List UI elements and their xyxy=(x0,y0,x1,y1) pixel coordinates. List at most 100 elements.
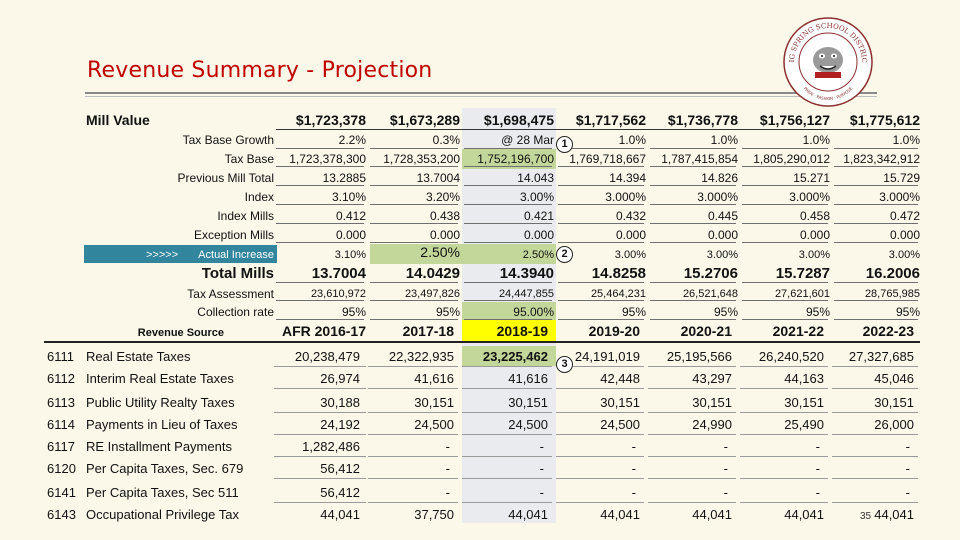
revenue-name: Public Utility Realty Taxes xyxy=(86,395,235,410)
row-divider xyxy=(274,412,366,413)
row-value: 26,521,648 xyxy=(682,288,738,300)
revenue-value: 42,448 xyxy=(600,371,640,386)
row-value: 0.438 xyxy=(429,209,460,223)
row-divider xyxy=(556,456,644,457)
cell-underline xyxy=(276,223,364,224)
row-value: 13.2885 xyxy=(322,171,366,185)
mill-value: $1,673,289 xyxy=(389,112,460,128)
cell-underline xyxy=(742,148,828,149)
row-divider xyxy=(832,366,918,367)
cell-underline xyxy=(742,204,828,205)
row-divider xyxy=(274,502,366,503)
row-divider xyxy=(648,434,736,435)
row-divider xyxy=(832,456,918,457)
revenue-value: 30,151 xyxy=(692,395,732,410)
row-value: 1,823,342,912 xyxy=(843,152,920,166)
row-divider xyxy=(368,456,458,457)
year-header: 2021-22 xyxy=(772,323,824,339)
cell-underline xyxy=(464,185,552,186)
mill-value: $1,736,778 xyxy=(667,112,738,128)
row-divider xyxy=(368,434,458,435)
row-value: 2.50% xyxy=(522,249,554,261)
revenue-value: 44,041 xyxy=(692,507,732,522)
revenue-code: 6120 xyxy=(47,461,76,476)
row-value: 23,497,826 xyxy=(404,288,460,300)
cell-underline xyxy=(650,242,736,243)
revenue-value: 26,974 xyxy=(320,371,360,386)
cell-underline xyxy=(370,282,458,283)
row-value: 95% xyxy=(895,305,920,319)
revenue-value: 22,322,935 xyxy=(388,349,454,364)
row-divider xyxy=(556,434,644,435)
row-value: 1,769,718,667 xyxy=(569,152,646,166)
row-value: 3.00% xyxy=(519,190,554,204)
revenue-value: 56,412 xyxy=(320,461,360,476)
row-value: 13.7004 xyxy=(416,171,460,185)
row-divider xyxy=(648,388,736,389)
revenue-name: Per Capita Taxes, Sec. 679 xyxy=(86,461,244,476)
revenue-value: 1,282,486 xyxy=(302,439,360,454)
row-divider xyxy=(274,366,366,367)
revenue-name: Real Estate Taxes xyxy=(86,349,191,364)
revenue-name: Occupational Privilege Tax xyxy=(86,507,239,522)
row-value: 0.000 xyxy=(615,228,646,242)
row-value: 14.0429 xyxy=(405,265,460,282)
cell-underline xyxy=(650,148,736,149)
revenue-value: 25,490 xyxy=(784,417,824,432)
cell-underline xyxy=(464,204,552,205)
row-value: 3.20% xyxy=(425,190,460,204)
row-label: Collection rate xyxy=(197,305,274,319)
cell-underline xyxy=(558,204,644,205)
row-value: 95% xyxy=(805,305,830,319)
row-label: Actual Increase xyxy=(198,249,274,261)
mill-value: $1,775,612 xyxy=(849,112,920,128)
revenue-code: 6112 xyxy=(47,371,75,386)
row-value: 15.2706 xyxy=(683,265,738,282)
row-prefix: >>>>> xyxy=(146,249,179,261)
mill-value-underline xyxy=(276,129,920,130)
revenue-code: 6113 xyxy=(47,395,75,410)
row-value: 3.00% xyxy=(888,249,920,261)
revenue-value: 44,041 xyxy=(320,507,360,522)
row-divider xyxy=(368,366,458,367)
row-divider xyxy=(274,388,366,389)
row-value: 23,610,972 xyxy=(310,288,366,300)
page-number: 35 xyxy=(860,511,872,522)
row-divider xyxy=(832,412,918,413)
row-value: 2.50% xyxy=(420,244,460,260)
row-label: Tax Assessment xyxy=(187,287,274,301)
row-divider xyxy=(740,388,828,389)
revenue-value: - xyxy=(539,485,544,500)
row-value: 3.000% xyxy=(879,190,920,204)
revenue-value: 37,750 xyxy=(414,507,454,522)
revenue-value: 30,151 xyxy=(508,395,548,410)
row-value: 14.826 xyxy=(701,171,738,185)
row-value: 1,787,415,854 xyxy=(661,152,738,166)
year-2018-19-highlight xyxy=(462,320,556,342)
row-value: 1,723,378,300 xyxy=(289,152,366,166)
revenue-value: 41,616 xyxy=(414,371,454,386)
revenue-value: 30,151 xyxy=(874,395,914,410)
row-divider xyxy=(740,434,828,435)
mill-value-label: Mill Value xyxy=(86,112,150,128)
cell-underline xyxy=(464,282,552,283)
cell-underline xyxy=(558,319,644,320)
row-divider xyxy=(556,366,644,367)
row-value: 0.445 xyxy=(707,209,738,223)
cell-underline xyxy=(276,148,364,149)
revenue-value: 56,412 xyxy=(320,485,360,500)
revenue-value: 41,616 xyxy=(508,371,548,386)
revenue-value: 23,225,462 xyxy=(482,349,548,364)
revenue-value: 24,500 xyxy=(600,417,640,432)
revenue-value: 26,000 xyxy=(874,417,914,432)
revenue-value: 24,500 xyxy=(414,417,454,432)
actual-increase-highlight xyxy=(370,244,556,264)
revenue-value: - xyxy=(631,439,636,454)
row-value: 3.000% xyxy=(697,190,738,204)
revenue-name: Payments in Lieu of Taxes xyxy=(86,417,238,432)
row-value: 16.2006 xyxy=(865,265,920,282)
revenue-name: Interim Real Estate Taxes xyxy=(86,371,234,386)
row-value: 3.10% xyxy=(331,190,366,204)
cell-underline xyxy=(742,242,828,243)
